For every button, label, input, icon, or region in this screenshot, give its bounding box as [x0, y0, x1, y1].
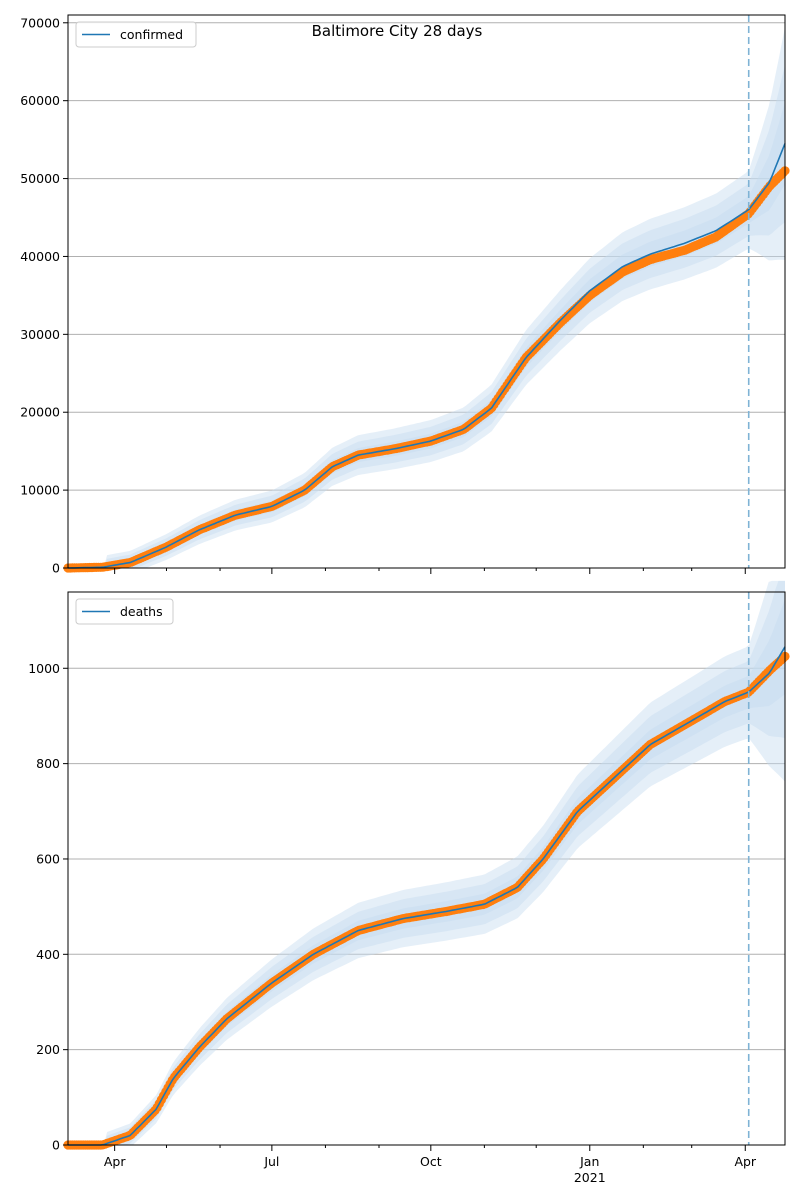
y-tick-label: 600 [36, 851, 60, 866]
legend-label: deaths [120, 604, 163, 619]
y-tick-label: 50000 [20, 171, 60, 186]
uncertainty-band-2 [68, 102, 785, 569]
x-tick-label: Jan [579, 1154, 599, 1169]
x-tick-sublabel: 2021 [574, 1170, 606, 1185]
uncertainty-band-0 [68, 580, 785, 1145]
uncertainty-band-2 [68, 599, 785, 1145]
confirmed-panel: 0 10000 20000 30000 40000 50000 60000 70000 conf… [20, 14, 790, 576]
y-tick-label: 60000 [20, 93, 60, 108]
y-tick-label: 0 [52, 1138, 60, 1153]
x-tick-label: Apr [734, 1154, 756, 1169]
y-tick-label: 400 [36, 947, 60, 962]
legend-box [75, 598, 174, 625]
axes-frame [67, 14, 786, 569]
y-tick-label: 800 [36, 756, 60, 771]
legend-box [75, 21, 197, 48]
uncertainty-band-1 [68, 64, 785, 568]
model-line [68, 646, 786, 1146]
legend: confirmed [75, 21, 197, 48]
y-tick-label: 0 [52, 561, 60, 576]
figure-title: Baltimore City 28 days [312, 22, 483, 40]
y-tick-label: 200 [36, 1042, 60, 1057]
y-tick-label: 10000 [20, 483, 60, 498]
y-tick-label: 20000 [20, 405, 60, 420]
y-tick-label: 1000 [28, 661, 60, 676]
uncertainty-band-0 [68, 27, 785, 568]
y-tick-label: 30000 [20, 327, 60, 342]
model-line [67, 143, 786, 569]
axes-frame [67, 591, 786, 1146]
x-tick-label: Apr [104, 1154, 126, 1169]
x-tick-label: Jul [263, 1154, 279, 1169]
observed-points [63, 166, 790, 573]
x-tick-label: Oct [420, 1154, 442, 1169]
y-tick-label: 70000 [20, 15, 60, 30]
y-tick-label: 40000 [20, 249, 60, 264]
legend: deaths [75, 598, 174, 625]
legend-label: confirmed [120, 27, 183, 42]
